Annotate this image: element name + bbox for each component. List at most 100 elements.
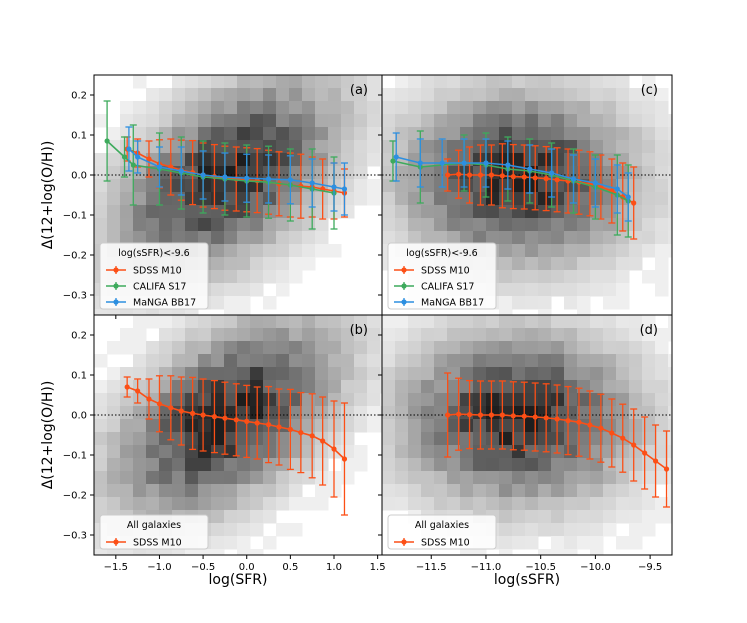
density-cell — [642, 380, 656, 394]
density-cell — [421, 231, 435, 245]
density-cell — [473, 88, 487, 102]
density-cell — [668, 179, 672, 193]
density-cell — [250, 218, 264, 232]
density-cell — [564, 367, 578, 381]
density-cell — [250, 328, 264, 342]
density-cell — [655, 406, 669, 420]
density-cell — [224, 192, 238, 206]
density-cell — [133, 471, 147, 485]
y-tick-label: −0.1 — [63, 451, 87, 462]
data-point — [499, 173, 505, 179]
density-cell — [224, 75, 238, 89]
density-cell — [211, 283, 225, 297]
density-cell — [616, 328, 630, 342]
data-point — [276, 424, 282, 430]
density-cell — [642, 101, 656, 115]
density-cell — [382, 166, 396, 180]
density-cell — [590, 458, 604, 472]
density-cell — [408, 192, 422, 206]
density-cell — [185, 218, 199, 232]
y-tick-label: 0.0 — [71, 411, 87, 422]
density-cell — [224, 244, 238, 258]
density-cell — [159, 419, 173, 433]
density-cell — [421, 354, 435, 368]
density-cell — [499, 510, 513, 524]
density-cell — [380, 341, 382, 355]
density-cell — [564, 231, 578, 245]
data-point — [222, 174, 228, 180]
density-cell — [603, 497, 617, 511]
density-cell — [133, 432, 147, 446]
density-cell — [94, 153, 108, 167]
panel-a: 0.2 0.1 0.0 −0.1 −0.2 −0.3 (a) log(sSFR)<-9.6 SD… — [63, 74, 383, 319]
density-cell — [551, 380, 565, 394]
density-cell — [315, 127, 329, 141]
density-cell — [172, 432, 186, 446]
density-cell — [289, 166, 303, 180]
density-cell — [94, 218, 108, 232]
density-cell — [434, 127, 448, 141]
density-cell — [289, 257, 303, 271]
density-cell — [499, 257, 513, 271]
density-cell — [341, 367, 355, 381]
density-cell — [668, 458, 672, 472]
density-cell — [133, 497, 147, 511]
density-cell — [616, 354, 630, 368]
density-cell — [603, 127, 617, 141]
legend-entry: MaNGA BB17 — [421, 298, 484, 309]
density-cell — [341, 127, 355, 141]
density-cell — [263, 536, 277, 550]
density-cell — [224, 205, 238, 219]
density-cell — [629, 231, 643, 245]
density-cell — [224, 458, 238, 472]
density-cell — [211, 341, 225, 355]
density-cell — [250, 257, 264, 271]
data-point — [576, 419, 582, 425]
density-cell — [341, 419, 355, 433]
density-cell — [590, 231, 604, 245]
density-cell — [629, 218, 643, 232]
series-line — [396, 156, 629, 198]
density-cell — [460, 341, 474, 355]
density-cell — [642, 406, 656, 420]
density-cell — [538, 341, 552, 355]
density-cell — [655, 192, 669, 206]
density-cell — [616, 127, 630, 141]
density-cell — [590, 354, 604, 368]
density-cell — [629, 101, 643, 115]
density-cell — [538, 296, 552, 310]
density-cell — [146, 497, 160, 511]
density-cell — [512, 88, 526, 102]
density-cell — [564, 270, 578, 284]
density-cell — [499, 127, 513, 141]
density-cell — [120, 497, 134, 511]
density-cell — [172, 101, 186, 115]
density-cell — [629, 458, 643, 472]
density-cell — [133, 354, 147, 368]
density-cell — [302, 315, 316, 329]
data-point — [609, 430, 615, 436]
density-cell — [499, 419, 513, 433]
density-cell — [642, 218, 656, 232]
density-cell — [133, 419, 147, 433]
data-point — [341, 186, 348, 192]
data-point — [554, 177, 560, 183]
density-cell — [198, 205, 212, 219]
density-cell — [211, 88, 225, 102]
density-cell — [354, 101, 368, 115]
density-cell — [354, 406, 368, 420]
density-cell — [289, 315, 303, 329]
density-cell — [564, 127, 578, 141]
density-cell — [577, 432, 591, 446]
density-cell — [382, 380, 396, 394]
density-cell — [133, 114, 147, 128]
density-cell — [276, 393, 290, 407]
density-cell — [302, 244, 316, 258]
data-point — [104, 138, 110, 144]
density-cell — [276, 523, 290, 537]
density-cell — [382, 419, 396, 433]
density-cell — [211, 549, 225, 555]
density-cell — [289, 341, 303, 355]
density-cell — [603, 283, 617, 297]
density-cell — [185, 380, 199, 394]
